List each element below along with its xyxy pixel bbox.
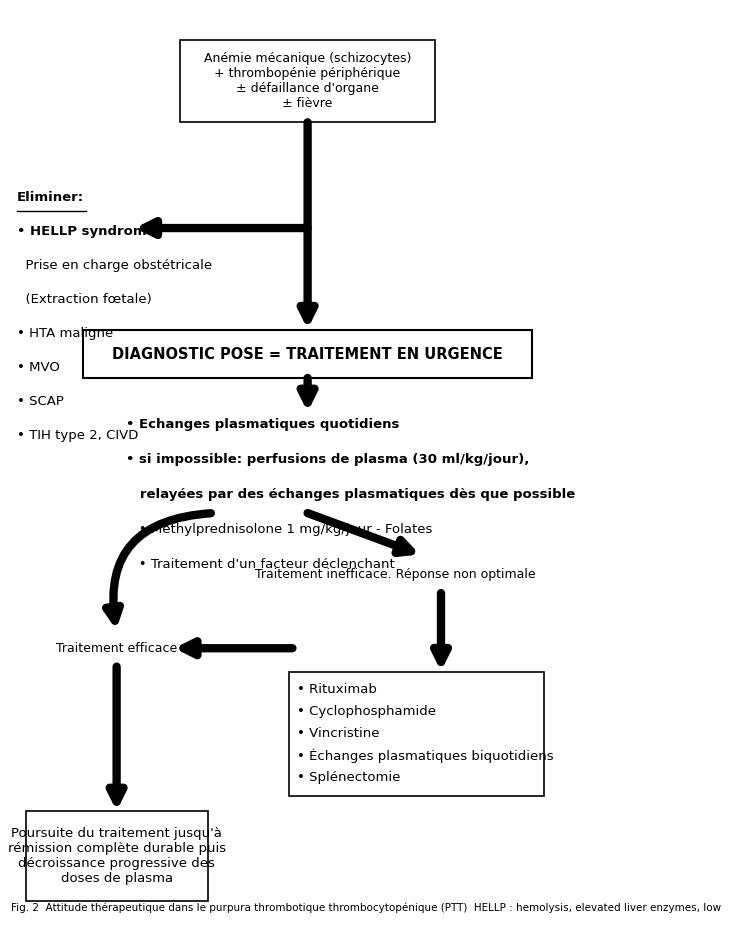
Text: • HELLP syndrome:: • HELLP syndrome: (16, 226, 160, 239)
Text: DIAGNOSTIC POSE = TRAITEMENT EN URGENCE: DIAGNOSTIC POSE = TRAITEMENT EN URGENCE (112, 347, 503, 362)
Text: Prise en charge obstétricale: Prise en charge obstétricale (16, 259, 212, 272)
FancyBboxPatch shape (83, 330, 532, 378)
Text: relayées par des échanges plasmatiques dès que possible: relayées par des échanges plasmatiques d… (126, 488, 575, 501)
Text: • Traitement d'un facteur déclenchant: • Traitement d'un facteur déclenchant (126, 558, 395, 571)
Text: • Méthylprednisolone 1 mg/kg/jour - Folates: • Méthylprednisolone 1 mg/kg/jour - Fola… (126, 524, 432, 536)
Text: • Splénectomie: • Splénectomie (297, 771, 400, 784)
Text: • HTA maligne: • HTA maligne (16, 327, 113, 340)
FancyBboxPatch shape (181, 40, 435, 122)
Text: Eliminer:: Eliminer: (16, 191, 84, 204)
Text: • Échanges plasmatiques biquotidiens: • Échanges plasmatiques biquotidiens (297, 749, 554, 763)
Text: • Cyclophosphamide: • Cyclophosphamide (297, 705, 436, 718)
Text: • Rituximab: • Rituximab (297, 683, 377, 696)
Text: Traitement inefficace. Réponse non optimale: Traitement inefficace. Réponse non optim… (255, 568, 536, 581)
Text: • SCAP: • SCAP (16, 395, 64, 408)
Text: Traitement efficace: Traitement efficace (56, 642, 178, 655)
Text: (Extraction fœtale): (Extraction fœtale) (16, 293, 151, 306)
Text: • Echanges plasmatiques quotidiens: • Echanges plasmatiques quotidiens (126, 418, 399, 431)
FancyArrowPatch shape (106, 513, 211, 621)
Text: • MVO: • MVO (16, 362, 59, 375)
Text: • Vincristine: • Vincristine (297, 727, 379, 740)
Text: Fig. 2  Attitude thérapeutique dans le purpura thrombotique thrombocytopénique (: Fig. 2 Attitude thérapeutique dans le pu… (10, 903, 721, 913)
Text: Anémie mécanique (schizocytes)
+ thrombopénie périphérique
± défaillance d'organ: Anémie mécanique (schizocytes) + thrombo… (204, 52, 411, 110)
Text: • si impossible: perfusions de plasma (30 ml/kg/jour),: • si impossible: perfusions de plasma (3… (126, 453, 529, 466)
FancyBboxPatch shape (25, 811, 207, 901)
Text: • TIH type 2, CIVD: • TIH type 2, CIVD (16, 429, 138, 442)
Text: Poursuite du traitement jusqu'à
rémission complète durable puis
décroissance pro: Poursuite du traitement jusqu'à rémissio… (7, 827, 225, 885)
FancyBboxPatch shape (289, 672, 544, 796)
